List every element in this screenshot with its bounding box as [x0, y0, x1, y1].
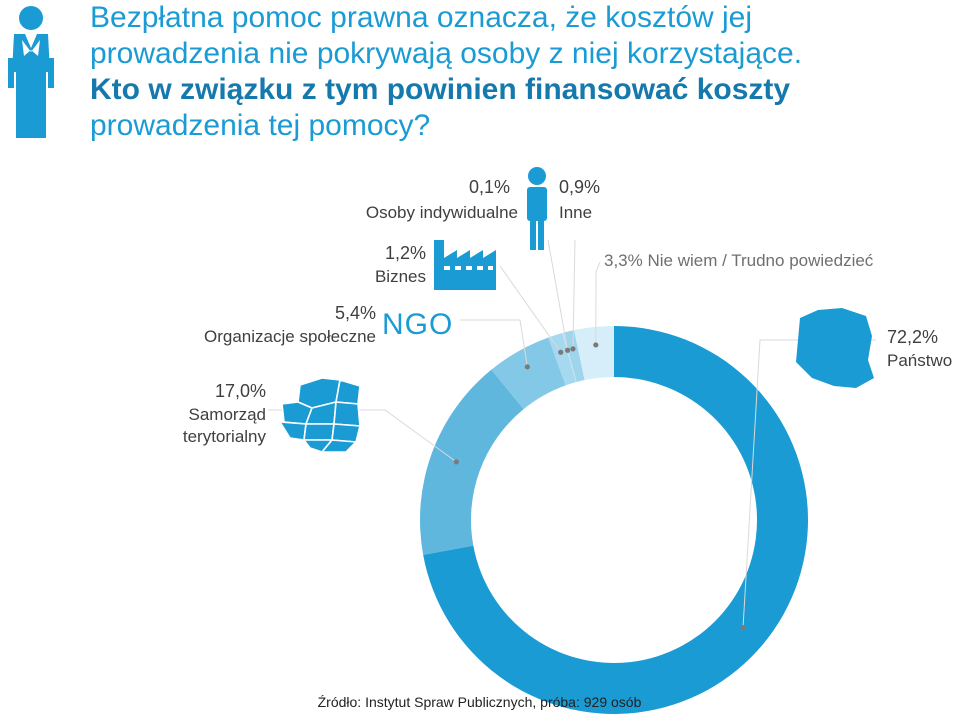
source-note: Źródło: Instytut Spraw Publicznych, prób… — [317, 694, 642, 710]
leader-dots — [453, 342, 746, 631]
title-line-3: Kto w związku z tym powinien finansować … — [90, 73, 791, 106]
leader-lines — [268, 239, 876, 628]
samorzad-percent: 17,0% — [214, 381, 266, 401]
leader-dot — [740, 625, 746, 631]
leader-dot — [524, 364, 530, 370]
org-label: Organizacje społeczne — [204, 327, 376, 346]
title-line-2: prowadzenia nie pokrywają osoby z niej k… — [90, 37, 803, 70]
title-line-1: Bezpłatna pomoc prawna oznacza, że koszt… — [90, 1, 753, 34]
donut-slice — [562, 332, 577, 383]
osoby-label: Osoby indywidualne — [365, 203, 518, 222]
poland-map-icon — [796, 308, 874, 388]
leader-dot — [453, 459, 459, 465]
leader-line — [572, 239, 576, 349]
biznes-label: Biznes — [374, 267, 426, 286]
factory-icon — [434, 240, 496, 290]
osoby-percent: 0,1% — [468, 177, 510, 197]
leader-dot — [565, 347, 571, 353]
chart-title: Bezpłatna pomoc prawna oznacza, że koszt… — [90, 0, 930, 144]
samorzad-label-2: terytorialny — [182, 427, 266, 446]
donut-slice — [491, 337, 566, 410]
biznes-percent: 1,2% — [384, 243, 426, 263]
org-percent: 5,4% — [334, 303, 376, 323]
inne-label: Inne — [559, 203, 593, 222]
panstwo-label: Państwo — [887, 351, 953, 370]
donut-slice — [548, 333, 576, 386]
leader-dot — [593, 342, 599, 348]
leader-line — [460, 319, 528, 367]
donut-slice — [419, 369, 524, 555]
lawyer-icon — [8, 6, 54, 138]
title-line-4: prowadzenia tej pomocy? — [90, 109, 431, 142]
poland-regions-map-icon — [278, 377, 362, 453]
leader-line — [595, 261, 601, 345]
leader-dot — [570, 346, 576, 352]
leader-line — [499, 265, 562, 353]
samorzad-label-1: Samorząd — [188, 405, 266, 424]
donut-slice — [574, 326, 614, 381]
donut-slices — [419, 326, 808, 714]
leader-line — [547, 239, 569, 351]
leader-dot — [558, 349, 564, 355]
donut-slice — [563, 330, 585, 382]
ngo-text-icon: NGO — [382, 308, 454, 341]
person-icon — [527, 167, 547, 250]
inne-percent: 0,9% — [559, 177, 601, 197]
niewiem-label: 3,3% Nie wiem / Trudno powiedzieć — [604, 251, 874, 270]
panstwo-percent: 72,2% — [887, 327, 939, 347]
